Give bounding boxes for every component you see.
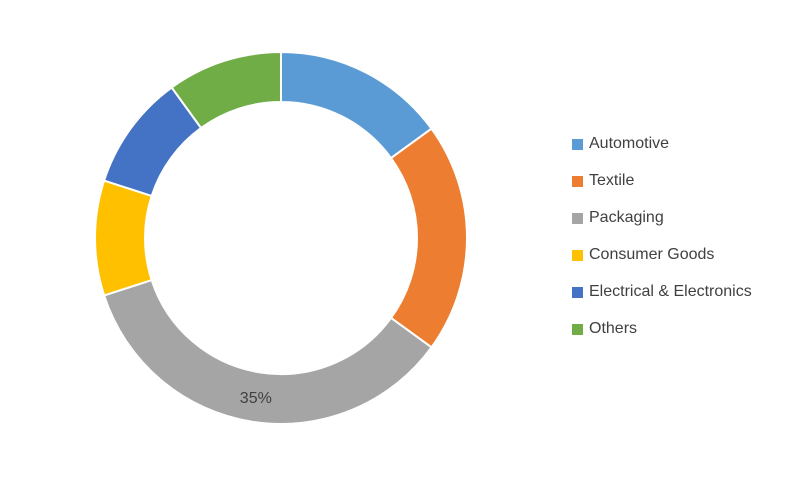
slice-packaging — [102, 278, 433, 425]
chart-legend: Automotive Textile Packaging Consumer Goods… — [572, 133, 752, 340]
legend-swatch-textile — [572, 175, 583, 187]
legend-item-others: Others — [572, 318, 752, 340]
legend-swatch-consumer-goods — [572, 249, 583, 261]
legend-item-packaging: Packaging — [572, 207, 752, 229]
legend-label-automotive: Automotive — [589, 135, 670, 152]
legend-swatch-others — [572, 323, 583, 335]
legend-item-automotive: Automotive — [572, 133, 752, 155]
legend-item-electrical-and-electronics: Electrical & Electronics — [572, 281, 752, 303]
legend-label-packaging: Packaging — [589, 209, 664, 226]
legend-label-consumer-goods: Consumer Goods — [589, 246, 715, 263]
data-label-packaging: 35% — [240, 390, 272, 407]
legend-item-textile: Textile — [572, 170, 752, 192]
legend-label-electrical-and-electronics: Electrical & Electronics — [589, 283, 752, 300]
legend-swatch-electrical-and-electronics — [572, 286, 583, 298]
slice-textile — [389, 127, 468, 349]
legend-swatch-packaging — [572, 212, 583, 224]
legend-label-others: Others — [589, 320, 638, 337]
slice-automotive — [280, 50, 433, 160]
slice-consumer-goods — [94, 179, 153, 297]
legend-label-textile: Textile — [589, 172, 635, 189]
legend-item-consumer-goods: Consumer Goods — [572, 244, 752, 266]
slice-others — [170, 50, 282, 130]
legend-swatch-automotive — [572, 138, 583, 150]
